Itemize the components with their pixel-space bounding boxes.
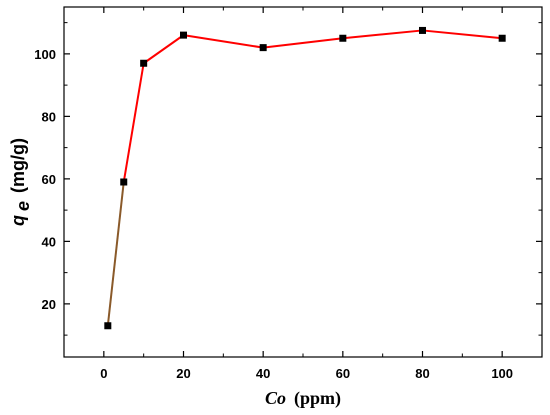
x-tick-label: 0 — [100, 366, 107, 381]
series-line-segment — [342, 29, 423, 40]
data-point-marker — [259, 44, 267, 52]
series-lines — [106, 29, 503, 326]
axis-ticks — [63, 7, 543, 357]
x-tick-label: 100 — [491, 366, 513, 381]
data-point-marker — [104, 322, 112, 330]
data-point-marker — [498, 34, 506, 42]
data-point-marker — [120, 178, 128, 186]
x-tick-label: 20 — [176, 366, 190, 381]
series-line-segment — [422, 29, 503, 40]
data-point-marker — [419, 26, 426, 34]
y-axis-title: q e (mg/g) — [8, 138, 33, 226]
tick-labels: 0 20 40 60 80 100 20 40 60 80 100 — [34, 47, 513, 381]
x-axis-title-main: Co — [265, 388, 286, 408]
x-axis-title: Co (ppm) — [265, 388, 341, 409]
y-tick-label: 80 — [42, 109, 56, 124]
x-tick-label: 60 — [336, 366, 350, 381]
series-line-segment — [263, 37, 343, 49]
x-tick-label: 80 — [415, 366, 429, 381]
series-line-segment — [122, 63, 145, 183]
series-line-segment — [143, 34, 185, 65]
y-tick-label: 20 — [42, 297, 56, 312]
data-markers — [104, 26, 506, 330]
y-tick-label: 40 — [42, 234, 56, 249]
plot-area-frame — [63, 6, 543, 358]
series-line-segment — [183, 34, 264, 49]
series-line-segment — [106, 181, 125, 326]
y-tick-label: 60 — [42, 172, 56, 187]
y-axis-title-unit: (mg/g) — [8, 138, 28, 193]
data-point-marker — [140, 59, 148, 67]
y-tick-label: 100 — [34, 47, 56, 62]
x-axis-title-unit: (ppm) — [294, 388, 341, 409]
y-axis-title-subscript: e — [13, 201, 33, 211]
data-point-marker — [180, 31, 187, 39]
y-axis-title-symbol: q — [8, 215, 28, 226]
data-point-marker — [339, 34, 347, 42]
x-tick-label: 40 — [256, 366, 270, 381]
